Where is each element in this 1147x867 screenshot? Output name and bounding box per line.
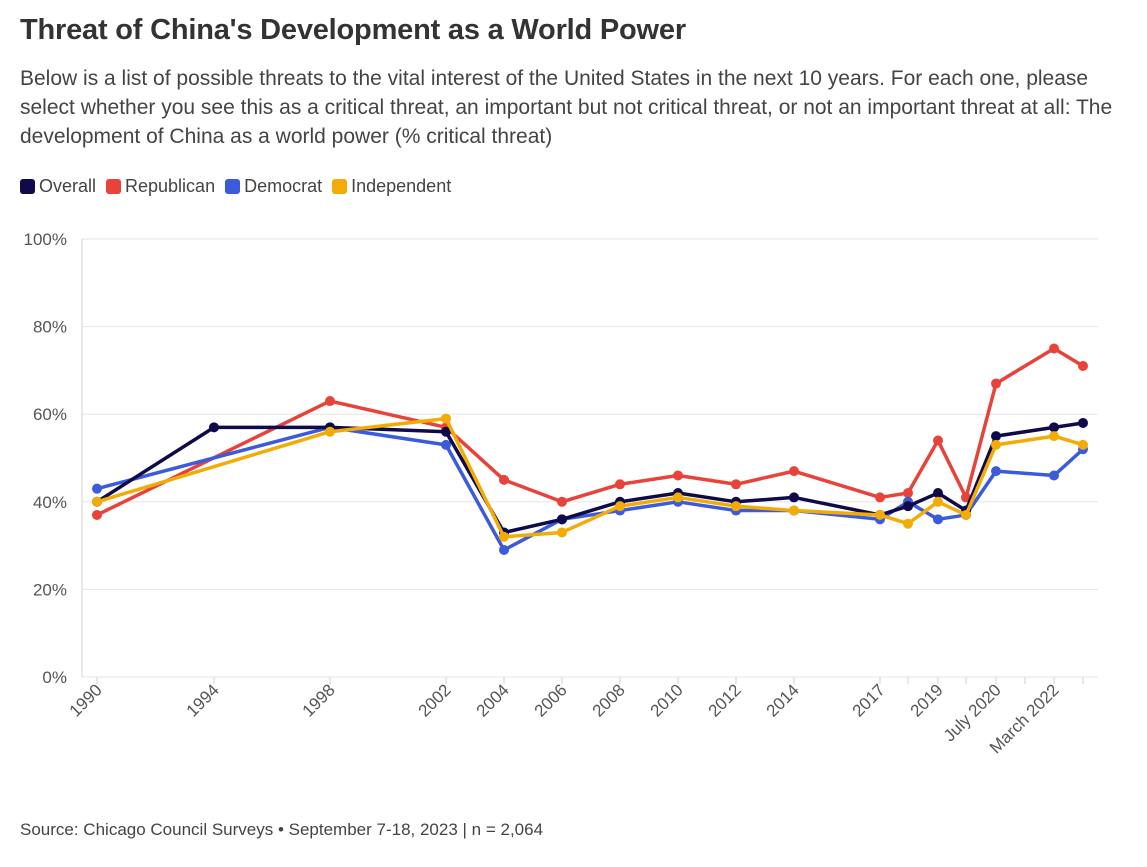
x-tick-label: 2019 bbox=[907, 680, 947, 720]
series-line-democrat bbox=[95, 425, 1085, 552]
data-point-republican bbox=[933, 435, 943, 446]
data-point-overall bbox=[209, 422, 219, 433]
data-point-democrat bbox=[1049, 470, 1059, 481]
data-point-independent bbox=[789, 505, 799, 516]
data-point-republican bbox=[991, 378, 1001, 389]
source-note: Source: Chicago Council Surveys • Septem… bbox=[20, 820, 544, 839]
y-tick-label: 100% bbox=[24, 230, 67, 249]
legend-item-republican[interactable]: Republican bbox=[106, 176, 215, 197]
data-point-republican bbox=[499, 474, 509, 485]
data-point-independent bbox=[933, 496, 943, 507]
y-tick-label: 60% bbox=[33, 405, 67, 424]
y-tick-label: 80% bbox=[33, 318, 67, 337]
legend-label-republican: Republican bbox=[125, 176, 216, 196]
legend-swatch-independent bbox=[332, 179, 348, 194]
data-point-republican bbox=[673, 470, 683, 481]
x-tick-label: 2006 bbox=[531, 680, 571, 720]
x-tick-label: 2010 bbox=[647, 680, 687, 720]
data-point-republican bbox=[325, 396, 335, 407]
data-point-overall bbox=[933, 488, 943, 499]
x-tick-label: 2017 bbox=[849, 680, 889, 720]
x-tick-label: 2014 bbox=[763, 680, 803, 720]
x-tick-label: 2002 bbox=[415, 680, 455, 720]
line-chart: 0% 20% 40% 60% 80% 100% 1990 1994 1998 2002 2004 20… bbox=[24, 230, 1098, 757]
data-point-republican bbox=[789, 466, 799, 477]
legend-item-overall[interactable]: Overall bbox=[20, 176, 96, 197]
data-point-republican bbox=[557, 496, 567, 507]
data-point-democrat bbox=[441, 439, 451, 450]
data-point-democrat bbox=[991, 466, 1001, 477]
data-point-independent bbox=[92, 496, 102, 507]
y-tick-label: 40% bbox=[33, 493, 67, 512]
chart-title: Threat of China's Development as a World… bbox=[20, 14, 686, 46]
data-point-independent bbox=[1049, 431, 1059, 442]
data-point-republican bbox=[903, 488, 913, 499]
legend-item-independent[interactable]: Independent bbox=[332, 176, 451, 197]
y-tick-label: 20% bbox=[33, 580, 67, 599]
x-tick-label: 2008 bbox=[589, 680, 629, 720]
data-point-republican bbox=[875, 492, 885, 503]
data-point-republican bbox=[615, 479, 625, 490]
data-point-independent bbox=[325, 426, 335, 437]
data-point-independent bbox=[441, 413, 451, 424]
x-tick-label: 1994 bbox=[183, 680, 223, 720]
series-line-republican bbox=[95, 346, 1085, 517]
x-tick-label: 2004 bbox=[473, 680, 513, 720]
legend-swatch-overall bbox=[20, 179, 35, 194]
data-point-independent bbox=[673, 492, 683, 503]
data-point-independent bbox=[615, 501, 625, 512]
data-point-republican bbox=[1078, 361, 1088, 372]
data-point-republican bbox=[92, 509, 102, 520]
data-point-democrat bbox=[933, 514, 943, 525]
data-point-overall bbox=[903, 501, 913, 512]
legend-label-democrat: Democrat bbox=[244, 176, 323, 196]
legend: Overall Republican Democrat Independent bbox=[20, 176, 451, 197]
data-point-democrat bbox=[499, 544, 509, 555]
legend-item-democrat[interactable]: Democrat bbox=[225, 176, 322, 197]
y-tick-label: 0% bbox=[42, 668, 67, 687]
data-point-overall bbox=[441, 426, 451, 437]
data-point-independent bbox=[731, 501, 741, 512]
legend-label-independent: Independent bbox=[351, 176, 452, 196]
legend-swatch-republican bbox=[106, 179, 122, 194]
data-point-overall bbox=[1078, 417, 1088, 428]
chart-subtitle: Below is a list of possible threats to t… bbox=[20, 67, 1113, 148]
series-line-independent bbox=[95, 416, 1085, 539]
data-point-republican bbox=[731, 479, 741, 490]
data-point-independent bbox=[875, 509, 885, 520]
data-point-democrat bbox=[92, 483, 102, 494]
legend-swatch-democrat bbox=[225, 179, 241, 194]
x-tick-label: 1990 bbox=[66, 680, 106, 720]
data-point-independent bbox=[991, 439, 1001, 450]
data-point-independent bbox=[961, 509, 971, 520]
data-point-independent bbox=[499, 531, 509, 542]
data-point-overall bbox=[991, 431, 1001, 442]
data-point-independent bbox=[557, 527, 567, 538]
legend-label-overall: Overall bbox=[39, 176, 97, 196]
data-point-independent bbox=[1078, 439, 1088, 450]
data-point-independent bbox=[903, 518, 913, 529]
x-tick-label: 1998 bbox=[299, 680, 339, 720]
data-point-overall bbox=[557, 514, 567, 525]
data-point-overall bbox=[1049, 422, 1059, 433]
data-point-republican bbox=[1049, 343, 1059, 354]
data-point-overall bbox=[789, 492, 799, 503]
x-tick-label: 2012 bbox=[705, 680, 745, 720]
